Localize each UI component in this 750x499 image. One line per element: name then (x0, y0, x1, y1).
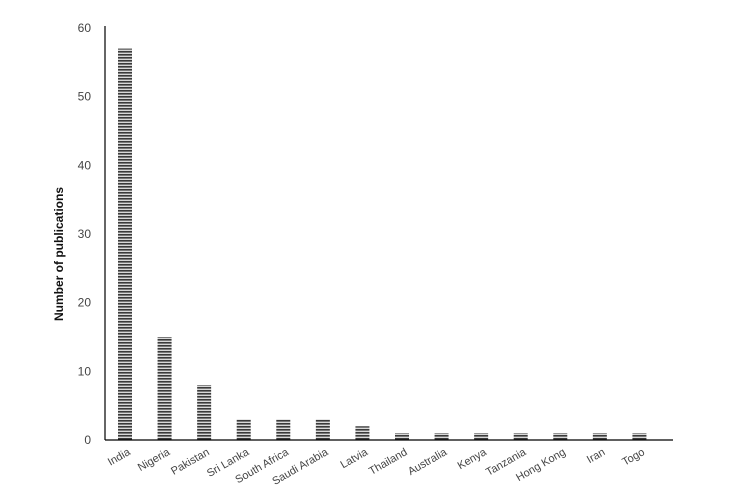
bar (513, 433, 528, 440)
bars (118, 48, 647, 440)
x-category-label: Togo (620, 446, 647, 468)
x-category-label: Latvia (339, 446, 371, 472)
x-category-label: India (106, 446, 133, 469)
y-tick-label: 10 (78, 364, 92, 378)
y-axis-ticks: 0 10 20 30 40 50 60 (78, 21, 92, 447)
x-category-label: Thailand (367, 446, 410, 477)
bar (474, 433, 489, 440)
x-category-label: Nigeria (136, 446, 173, 474)
y-tick-label: 50 (78, 90, 92, 104)
y-tick-label: 0 (84, 433, 91, 447)
y-tick-label: 60 (78, 21, 92, 35)
y-tick-label: 20 (78, 296, 92, 310)
bar (553, 433, 568, 440)
bar (276, 419, 291, 440)
y-tick-label: 40 (78, 158, 92, 172)
bar (355, 426, 370, 440)
bar (118, 48, 132, 440)
bar (592, 433, 607, 440)
y-axis-title: Number of publications (52, 187, 66, 321)
y-tick-label: 30 (78, 227, 92, 241)
bar (157, 337, 172, 440)
bar (197, 385, 212, 440)
bar (395, 433, 409, 440)
bar (315, 419, 330, 440)
bar (434, 433, 449, 440)
bar (236, 419, 251, 440)
x-category-label: Pakistan (169, 446, 212, 477)
x-category-label: Iran (585, 446, 607, 466)
bar (632, 433, 647, 440)
x-category-label: Australia (406, 446, 450, 478)
